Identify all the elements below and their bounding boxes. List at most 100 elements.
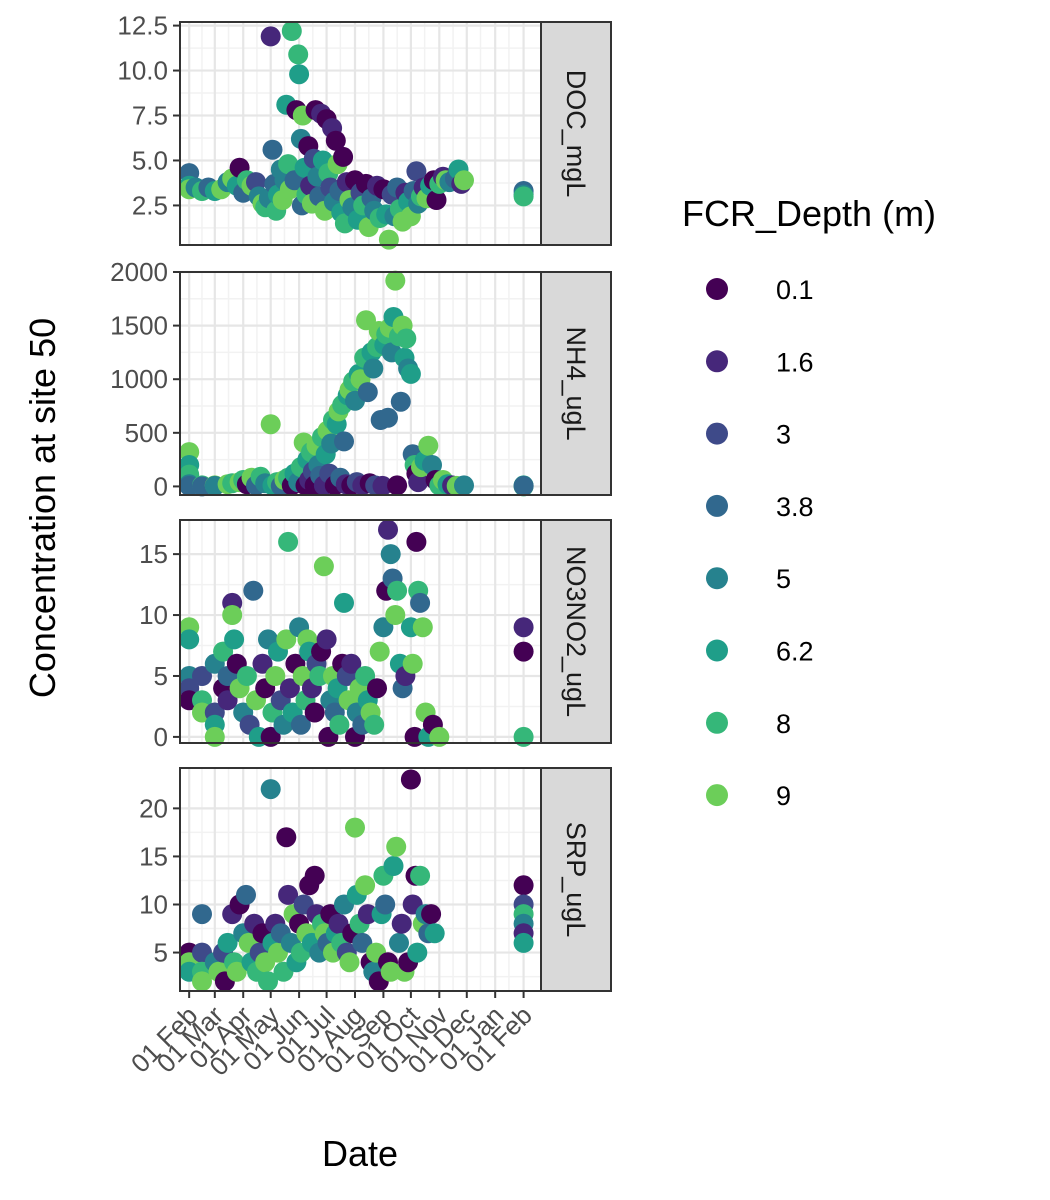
legend-item: 6.2 <box>706 637 814 667</box>
strip-background <box>540 21 612 246</box>
data-point <box>418 435 439 456</box>
data-point <box>278 154 299 175</box>
data-point <box>380 544 401 565</box>
legend-label: 9 <box>776 781 791 811</box>
data-point <box>276 827 297 848</box>
legend-key <box>706 494 728 517</box>
data-point <box>313 556 334 577</box>
data-point <box>236 884 256 905</box>
data-point <box>390 391 411 412</box>
data-point <box>372 475 393 496</box>
data-point <box>421 904 442 925</box>
legend: FCR_Depth (m) 0.1 1.6 3 3.8 5 6.2 8 9 <box>682 193 936 811</box>
data-point <box>513 641 534 662</box>
data-point <box>309 666 330 686</box>
data-point <box>243 580 264 601</box>
data-point <box>378 229 399 250</box>
data-point <box>406 531 427 552</box>
data-point <box>513 726 534 747</box>
legend-label: 3 <box>776 420 791 450</box>
legend-key <box>706 639 728 662</box>
data-point <box>345 817 365 838</box>
legend-key <box>706 422 728 445</box>
y-tick-label: 5 <box>154 661 168 691</box>
data-point <box>339 952 360 973</box>
data-point <box>224 629 245 650</box>
legend-label: 0.1 <box>776 275 814 305</box>
data-point <box>260 726 281 747</box>
data-point <box>385 605 406 625</box>
data-point <box>341 653 362 674</box>
y-tick-label: 0 <box>154 471 168 501</box>
data-point <box>355 875 376 896</box>
facet-panel-NH4_ugL: 0 500 1000 1500 2000 NH4_ugL <box>110 257 612 501</box>
data-point <box>410 592 431 613</box>
legend-label: 5 <box>776 564 791 594</box>
data-point <box>408 472 429 493</box>
data-point <box>380 961 401 982</box>
data-point <box>192 666 212 686</box>
data-point <box>389 932 409 953</box>
data-point <box>387 580 408 601</box>
legend-key <box>706 784 728 807</box>
data-point <box>454 475 474 496</box>
data-point <box>316 629 337 650</box>
data-point <box>400 769 421 790</box>
y-tick-label: 1500 <box>110 311 168 341</box>
strip-label: DOC_mgL <box>561 70 591 198</box>
data-point <box>513 475 534 496</box>
data-points <box>179 769 534 992</box>
y-tick-label: 12.5 <box>117 11 168 41</box>
data-point <box>262 139 283 160</box>
data-point <box>278 884 299 905</box>
data-point <box>406 161 427 182</box>
data-point <box>410 865 431 886</box>
data-point <box>513 932 534 953</box>
data-point <box>369 641 390 662</box>
data-point <box>412 617 433 638</box>
legend-item: 1.6 <box>706 347 814 377</box>
y-tick-label: 20 <box>139 793 168 823</box>
data-point <box>289 64 310 85</box>
facet-panel-NO3NO2_ugL: 0 5 10 15 NO3NO2_ugL <box>139 519 612 752</box>
y-tick-label: 2.5 <box>132 190 168 220</box>
data-point <box>387 475 408 496</box>
data-point <box>375 894 396 915</box>
x-axis-title: Date <box>322 1133 398 1174</box>
data-point <box>260 414 281 435</box>
data-points <box>179 519 534 747</box>
facet-panel-DOC_mgL: 2.5 5.0 7.5 10.0 12.5 DOC_mgL <box>117 11 612 250</box>
data-point <box>357 904 378 925</box>
legend-label: 6.2 <box>776 637 814 667</box>
legend-label: 1.6 <box>776 347 814 377</box>
data-point <box>265 666 286 686</box>
y-tick-label: 10 <box>139 600 168 630</box>
data-point <box>334 431 354 452</box>
y-tick-label: 10.0 <box>117 56 168 86</box>
data-point <box>400 363 421 384</box>
data-point <box>276 629 297 650</box>
data-point <box>513 617 534 638</box>
data-point <box>357 382 378 403</box>
data-point <box>402 653 423 674</box>
data-point <box>192 971 212 992</box>
data-point <box>334 592 354 613</box>
data-point <box>407 942 428 963</box>
y-tick-label: 5.0 <box>132 145 168 175</box>
strip-label: SRP_ugL <box>561 822 591 938</box>
y-tick-label: 2000 <box>110 257 168 287</box>
data-point <box>192 904 212 925</box>
legend-item: 3 <box>706 420 791 450</box>
data-point <box>179 629 200 650</box>
data-point <box>383 856 404 876</box>
legend-item: 0.1 <box>706 275 814 305</box>
data-point <box>424 923 445 944</box>
legend-key <box>706 567 728 590</box>
legend-key <box>706 278 728 300</box>
data-point <box>422 455 442 475</box>
data-point <box>385 270 406 291</box>
data-point <box>288 44 309 65</box>
strip-label: NO3NO2_ugL <box>561 546 591 717</box>
